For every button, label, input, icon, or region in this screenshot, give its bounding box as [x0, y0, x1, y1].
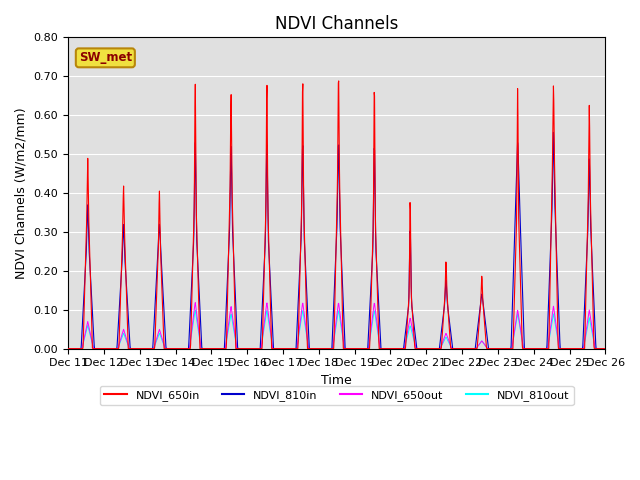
Y-axis label: NDVI Channels (W/m2/mm): NDVI Channels (W/m2/mm) [15, 107, 28, 279]
Title: NDVI Channels: NDVI Channels [275, 15, 399, 33]
Text: SW_met: SW_met [79, 51, 132, 64]
Legend: NDVI_650in, NDVI_810in, NDVI_650out, NDVI_810out: NDVI_650in, NDVI_810in, NDVI_650out, NDV… [100, 385, 573, 405]
X-axis label: Time: Time [321, 374, 352, 387]
